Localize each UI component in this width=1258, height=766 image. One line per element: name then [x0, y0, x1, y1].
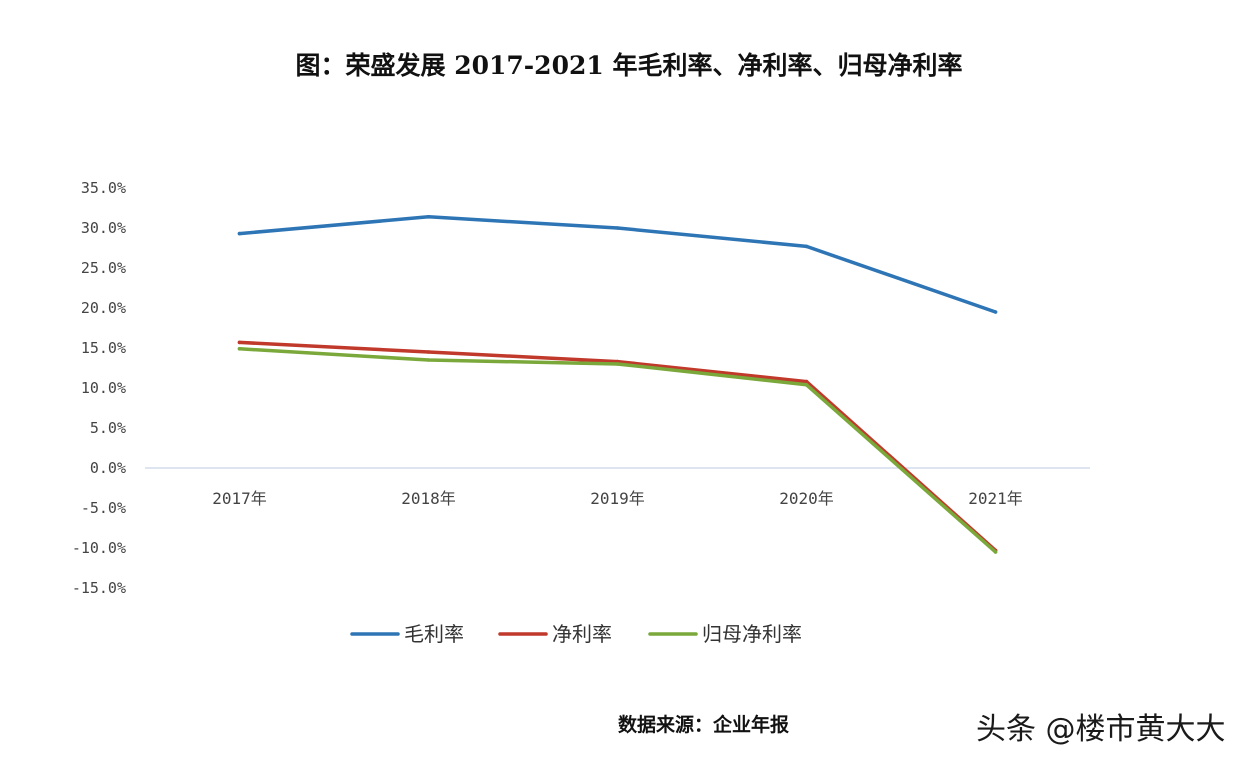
series-line-0 — [237, 215, 998, 314]
y-tick-label: -5.0% — [81, 499, 126, 517]
data-point — [804, 244, 809, 249]
y-tick-label: 15.0% — [81, 339, 126, 357]
series-line-1 — [237, 340, 998, 553]
data-point — [804, 379, 809, 384]
legend-label: 毛利率 — [404, 622, 464, 646]
data-point — [993, 550, 998, 554]
series-layer — [237, 215, 998, 554]
legend: 毛利率 净利率 归母净利率 — [350, 622, 802, 646]
data-point — [237, 231, 242, 236]
y-tick-label: 25.0% — [81, 259, 126, 277]
data-point — [426, 215, 431, 219]
x-tick-label: 2020年 — [779, 489, 834, 508]
y-tick-label: 20.0% — [81, 299, 126, 317]
legend-label: 归母净利率 — [702, 622, 802, 646]
axis-layer: 35.0% 30.0% 25.0% 20.0% 15.0% 10.0% 5.0% 0.0% -5… — [72, 179, 1090, 597]
chart-title: 图：荣盛发展 2017-2021 年毛利率、净利率、归母净利率 — [295, 51, 963, 80]
y-tick-label: 5.0% — [90, 419, 126, 437]
data-point — [426, 358, 431, 362]
y-tick-label: 30.0% — [81, 219, 126, 237]
y-tick-label: 35.0% — [81, 179, 126, 197]
data-point — [615, 226, 620, 230]
y-tick-label: -15.0% — [72, 579, 126, 597]
data-point — [804, 383, 809, 387]
data-point — [426, 350, 431, 354]
y-tick-label: 10.0% — [81, 379, 126, 397]
series-line-2 — [237, 347, 998, 554]
data-point — [237, 347, 242, 351]
y-tick-label: 0.0% — [90, 459, 126, 477]
legend-label: 净利率 — [552, 622, 612, 646]
data-source-note: 数据来源：企业年报 — [618, 714, 790, 736]
watermark-text: 头条 @楼市黄大大 — [976, 712, 1226, 747]
data-point — [237, 340, 242, 345]
x-tick-label: 2018年 — [401, 489, 456, 508]
x-tick-label: 2017年 — [212, 489, 267, 508]
data-point — [615, 362, 620, 366]
x-tick-label: 2019年 — [590, 489, 645, 508]
x-tick-label: 2021年 — [968, 489, 1023, 508]
data-point — [993, 310, 998, 314]
y-tick-label: -10.0% — [72, 539, 126, 557]
